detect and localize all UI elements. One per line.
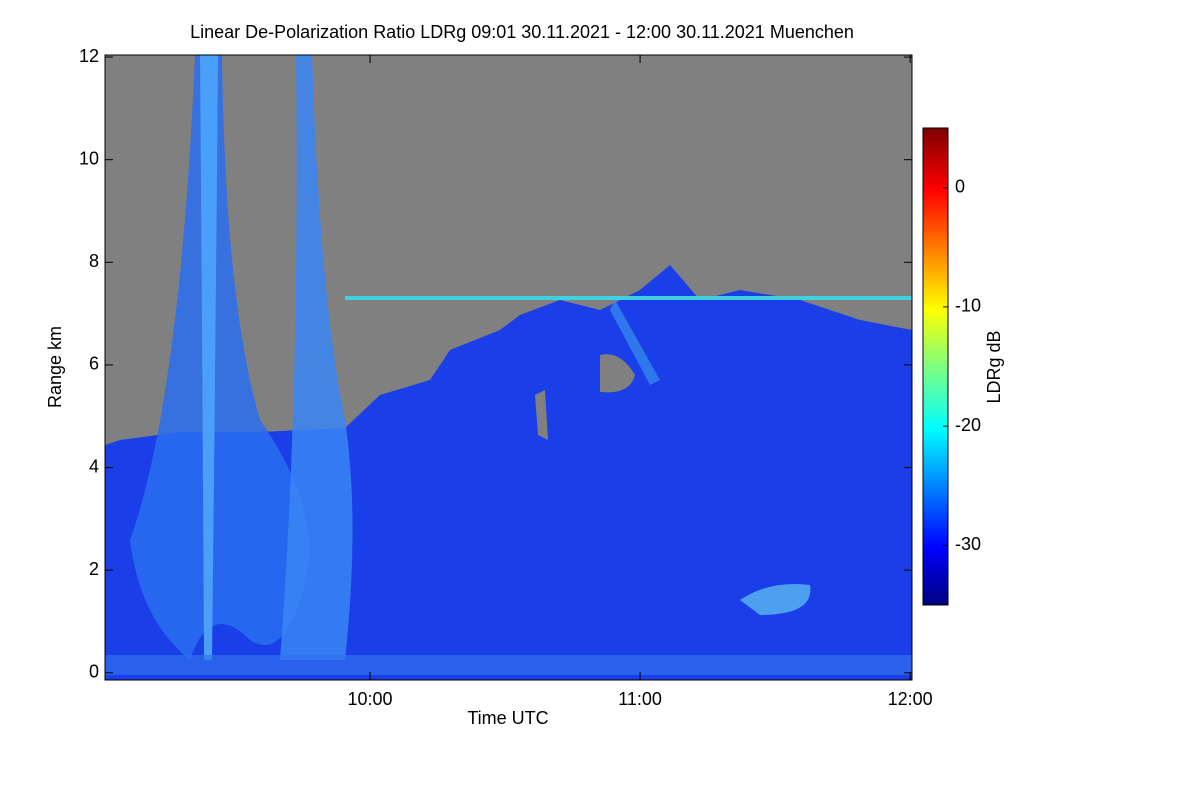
x-tick-label: 12:00 xyxy=(888,689,933,709)
y-tick-label: 10 xyxy=(79,148,99,168)
heatmap-image xyxy=(105,55,912,680)
y-tick-label: 4 xyxy=(89,456,99,476)
chart-title: Linear De-Polarization Ratio LDRg 09:01 … xyxy=(190,22,854,42)
colorbar xyxy=(922,127,949,606)
y-tick-label: 0 xyxy=(89,662,99,682)
y-tick-label: 12 xyxy=(79,46,99,66)
colorbar-tick-label: -30 xyxy=(955,534,981,554)
y-tick-label: 2 xyxy=(89,559,99,579)
x-tick-label: 11:00 xyxy=(618,689,662,709)
x-tick-label: 10:00 xyxy=(348,689,393,709)
colorbar-tick-label: 0 xyxy=(955,176,965,196)
plot-frame xyxy=(104,54,913,681)
colorbar-label: LDRg dB xyxy=(984,330,1004,403)
colorbar-tick-label: -10 xyxy=(955,296,981,316)
y-tick-label: 6 xyxy=(89,354,99,374)
y-tick-label: 8 xyxy=(89,251,99,271)
y-axis-label: Range km xyxy=(45,326,65,408)
colorbar-tick-label: -20 xyxy=(955,415,981,435)
x-axis-label: Time UTC xyxy=(467,708,548,728)
